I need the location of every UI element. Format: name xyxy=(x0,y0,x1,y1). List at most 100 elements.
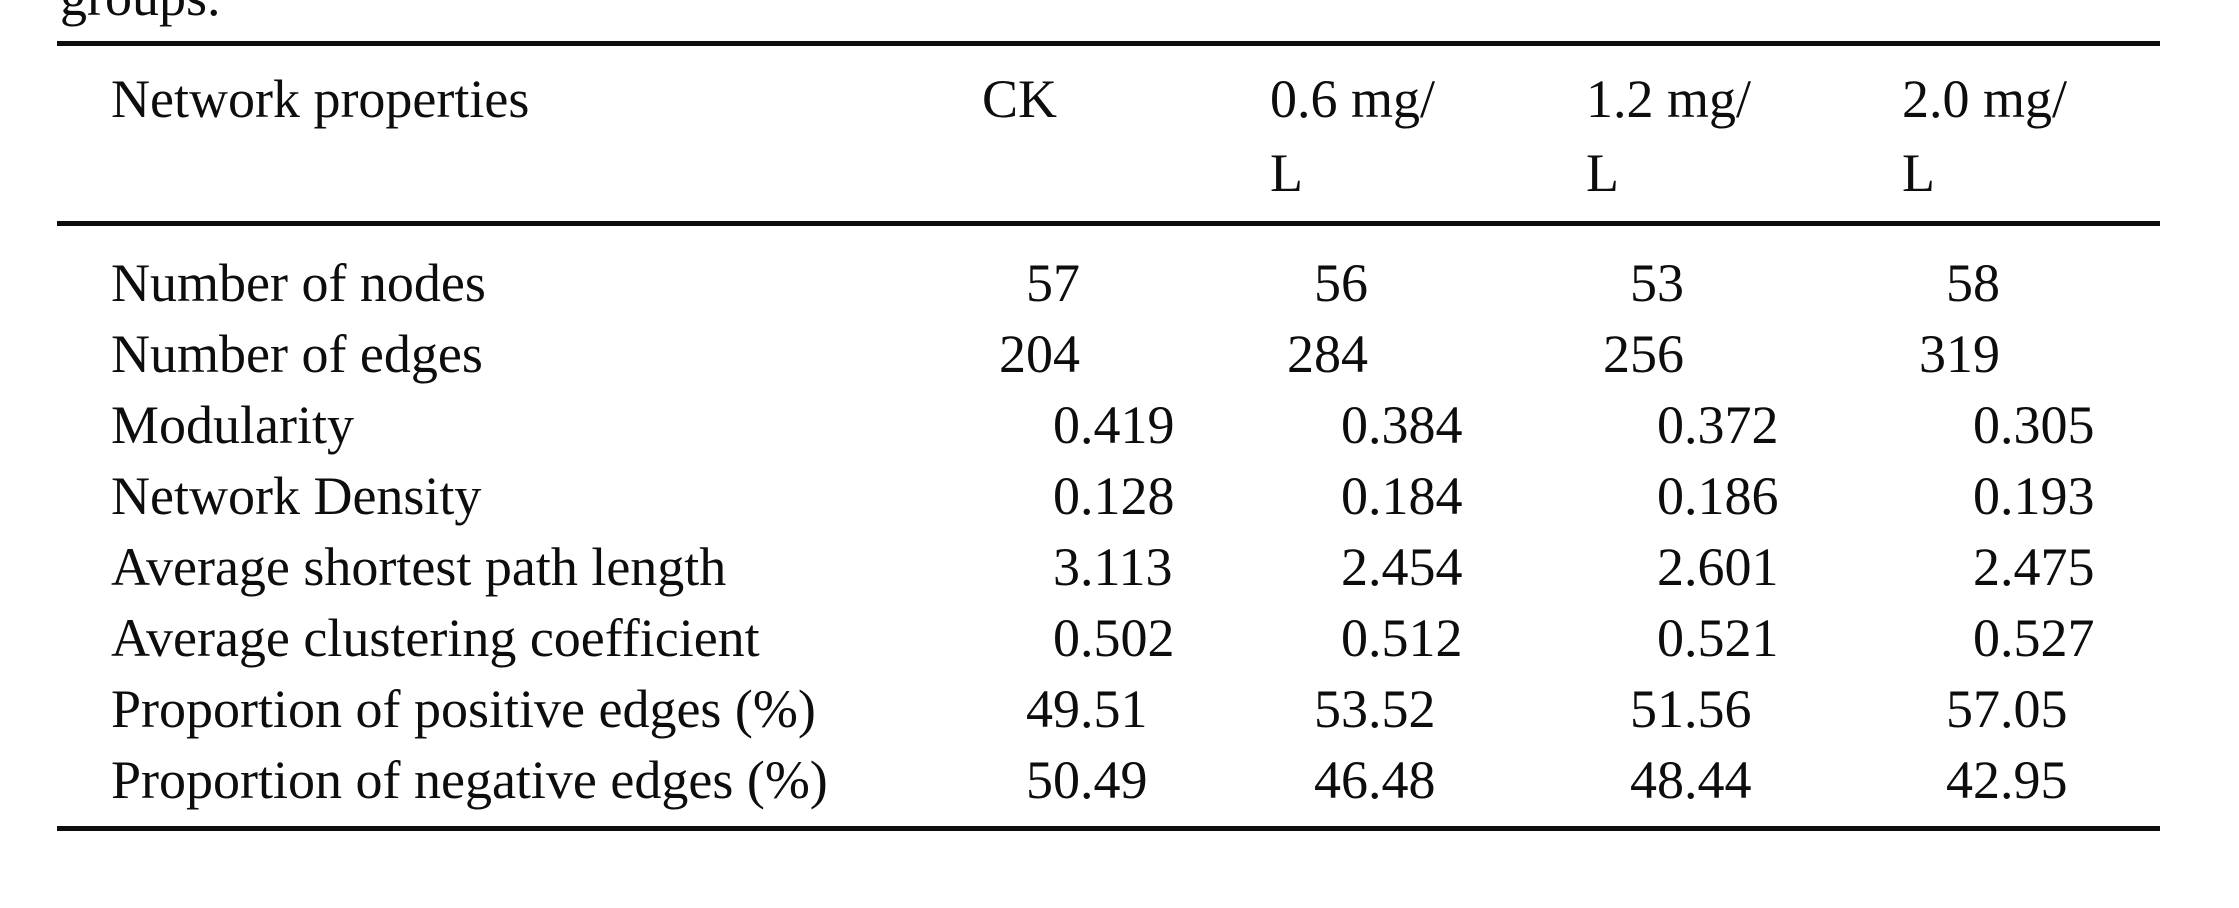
column-header-line: L xyxy=(1586,143,1619,203)
table-cell: 57.05 xyxy=(1894,674,2160,745)
table-caption-fragment: groups. xyxy=(60,0,221,28)
cell-frac: .502 xyxy=(1080,608,1175,668)
cell-int: 0 xyxy=(1657,395,1684,455)
table-cell: 51.56 xyxy=(1578,674,1894,745)
table-header-row: Network properties CK 0.6 mg/ L 1.2 mg/ … xyxy=(57,46,2160,210)
cell-int: 48 xyxy=(1630,750,1684,810)
table-cell: 0.521 xyxy=(1578,603,1894,674)
cell-int: 3 xyxy=(1053,537,1080,597)
cell-frac: .475 xyxy=(2000,537,2095,597)
cell-int: 46 xyxy=(1314,750,1368,810)
table-cell: 319 xyxy=(1894,319,2160,390)
cell-int: 0 xyxy=(1973,608,2000,668)
table-cell: 2.475 xyxy=(1894,532,2160,603)
cell-int: 0 xyxy=(1341,608,1368,668)
column-header-1-2-mg-l: 1.2 mg/ L xyxy=(1578,62,1894,210)
cell-frac: .305 xyxy=(2000,395,2095,455)
table-cell: 0.384 xyxy=(1262,390,1578,461)
cell-int: 0 xyxy=(1973,466,2000,526)
cell-int: 53 xyxy=(1314,679,1368,739)
cell-frac: .95 xyxy=(2000,750,2068,810)
row-label: Network Density xyxy=(111,466,482,526)
cell-frac xyxy=(1368,319,1578,390)
column-header-line: L xyxy=(1902,143,1935,203)
table-rule-bottom xyxy=(57,826,2160,831)
table-cell: 2.454 xyxy=(1262,532,1578,603)
table-body: Number of nodes 57 56 53 58 Number of ed… xyxy=(57,226,2160,816)
cell-int: 0 xyxy=(1973,395,2000,455)
cell-int: 0 xyxy=(1053,395,1080,455)
table-cell: 0.502 xyxy=(974,603,1262,674)
table-cell: 58 xyxy=(1894,248,2160,319)
table-cell: 0.186 xyxy=(1578,461,1894,532)
cell-int: 51 xyxy=(1630,679,1684,739)
table-cell: 204 xyxy=(974,319,1262,390)
cell-frac: .56 xyxy=(1684,679,1752,739)
cell-int: 256 xyxy=(1603,324,1684,384)
cell-int: 284 xyxy=(1287,324,1368,384)
cell-frac xyxy=(2000,248,2160,319)
cell-frac: .113 xyxy=(1080,537,1173,597)
table-cell: 0.193 xyxy=(1894,461,2160,532)
cell-frac: .527 xyxy=(2000,608,2095,668)
row-label: Number of nodes xyxy=(111,253,486,313)
cell-frac: .184 xyxy=(1368,466,1463,526)
table-cell: 53 xyxy=(1578,248,1894,319)
cell-frac: .601 xyxy=(1684,537,1779,597)
row-label: Modularity xyxy=(111,395,354,455)
cell-int: 0 xyxy=(1341,395,1368,455)
cell-frac: .49 xyxy=(1080,750,1148,810)
column-header-line: CK xyxy=(982,69,1058,129)
cell-frac xyxy=(1080,319,1262,390)
table-cell: 49.51 xyxy=(974,674,1262,745)
table-cell: 0.184 xyxy=(1262,461,1578,532)
cell-int: 0 xyxy=(1053,608,1080,668)
cell-int: 2 xyxy=(1657,537,1684,597)
row-label: Proportion of positive edges (%) xyxy=(111,679,816,739)
table-cell: 46.48 xyxy=(1262,745,1578,816)
column-header-line: L xyxy=(1270,143,1303,203)
cell-int: 57 xyxy=(1026,253,1080,313)
row-label: Average clustering coefficient xyxy=(111,608,760,668)
cell-frac: .419 xyxy=(1080,395,1175,455)
cell-int: 58 xyxy=(1946,253,2000,313)
column-header-line: 1.2 mg/ xyxy=(1586,69,1752,129)
cell-frac xyxy=(1080,248,1262,319)
table-cell: 0.305 xyxy=(1894,390,2160,461)
cell-int: 0 xyxy=(1341,466,1368,526)
table-cell: 0.527 xyxy=(1894,603,2160,674)
cell-frac: .454 xyxy=(1368,537,1463,597)
cell-frac: .521 xyxy=(1684,608,1779,668)
table-cell: 53.52 xyxy=(1262,674,1578,745)
cell-int: 2 xyxy=(1341,537,1368,597)
table-cell: 42.95 xyxy=(1894,745,2160,816)
table-cell: 48.44 xyxy=(1578,745,1894,816)
table-cell: 0.419 xyxy=(974,390,1262,461)
table-cell: 284 xyxy=(1262,319,1578,390)
cell-int: 204 xyxy=(999,324,1080,384)
table-cell: 2.601 xyxy=(1578,532,1894,603)
cell-frac xyxy=(1368,248,1578,319)
table-cell: 57 xyxy=(974,248,1262,319)
cell-frac xyxy=(1684,248,1894,319)
table-cell: 0.372 xyxy=(1578,390,1894,461)
column-header-ck: CK xyxy=(974,62,1262,210)
cell-int: 42 xyxy=(1946,750,2000,810)
cell-frac: .05 xyxy=(2000,679,2068,739)
cell-frac: .512 xyxy=(1368,608,1463,668)
cell-int: 2 xyxy=(1973,537,2000,597)
column-header-properties: Network properties xyxy=(111,69,530,129)
column-header-2-0-mg-l: 2.0 mg/ L xyxy=(1894,62,2160,210)
cell-frac: .193 xyxy=(2000,466,2095,526)
cell-frac: .48 xyxy=(1368,750,1436,810)
cell-frac: .128 xyxy=(1080,466,1175,526)
cell-int: 0 xyxy=(1657,466,1684,526)
row-label: Average shortest path length xyxy=(111,537,727,597)
row-label: Proportion of negative edges (%) xyxy=(111,750,828,810)
table-cell: 56 xyxy=(1262,248,1578,319)
table-cell: 50.49 xyxy=(974,745,1262,816)
cell-int: 49 xyxy=(1026,679,1080,739)
column-header-line: 0.6 mg/ xyxy=(1270,69,1436,129)
cell-int: 0 xyxy=(1657,608,1684,668)
